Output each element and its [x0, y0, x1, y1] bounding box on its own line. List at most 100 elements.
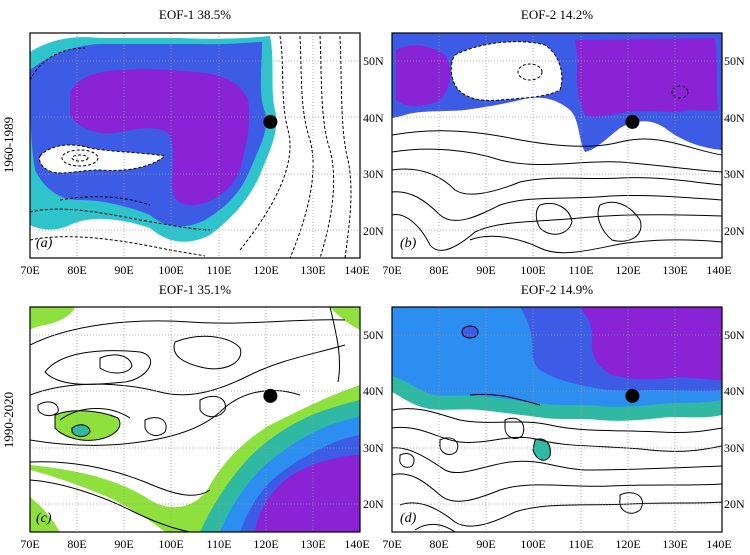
x-tick: 100E [158, 537, 183, 551]
y-tick: 50N [724, 328, 745, 342]
panel-c-green-topright [330, 307, 360, 330]
panel-d-grid [392, 307, 722, 532]
panel-c-green-small [71, 424, 91, 437]
x-tick: 110E [207, 263, 232, 277]
panel-b-x-tick-labels: 70E 80E 90E 100E 110E 120E 130E 140E [382, 263, 731, 277]
x-tick: 110E [207, 537, 232, 551]
panel-d-contours [392, 393, 722, 532]
panel-c-y-tick-labels: 20N 30N 40N 50N [363, 328, 384, 511]
panel-c-green-west [54, 410, 121, 441]
x-tick: 80E [67, 263, 86, 277]
y-tick: 40N [724, 384, 745, 398]
panel-a-contours [30, 35, 352, 258]
station-marker-d [625, 388, 640, 403]
x-tick: 100E [520, 537, 545, 551]
x-tick: 130E [662, 263, 687, 277]
panel-a-y-tick-labels: 20N 30N 40N 50N [363, 54, 384, 238]
panel-d-x-tick-labels: 70E 80E 90E 100E 110E 120E 130E 140E [382, 537, 731, 551]
panel-b-contours [392, 130, 722, 254]
station-marker-b [625, 114, 640, 129]
x-tick: 120E [253, 263, 278, 277]
row-label-1960-1989: 1960-1989 [1, 117, 16, 173]
x-tick: 100E [520, 263, 545, 277]
x-tick: 120E [253, 537, 278, 551]
panel-c-grid [30, 307, 360, 532]
panel-d-purple-region [580, 307, 722, 380]
x-tick: 80E [429, 537, 448, 551]
x-tick: 110E [569, 537, 594, 551]
panel-a-title: EOF-1 38.5% [159, 7, 231, 22]
row-label-1990-2020: 1990-2020 [1, 392, 16, 448]
y-tick: 50N [363, 328, 384, 342]
panel-a: EOF-1 38.5% [20, 7, 384, 277]
x-tick: 90E [476, 263, 495, 277]
x-tick: 90E [114, 263, 133, 277]
y-tick: 50N [724, 54, 745, 68]
panel-a-purple-region [70, 69, 250, 206]
y-tick: 30N [363, 441, 384, 455]
panel-a-map [30, 33, 360, 258]
panel-c-x-tick-labels: 70E 80E 90E 100E 110E 120E 130E 140E [20, 537, 369, 551]
panel-b-frame [391, 32, 723, 259]
x-tick: 140E [706, 537, 731, 551]
panel-b-white-gap [450, 41, 563, 101]
panel-b-title: EOF-2 14.2% [521, 7, 593, 22]
panel-c-purple-core [255, 455, 360, 532]
x-tick: 120E [615, 263, 640, 277]
x-tick: 130E [300, 263, 325, 277]
panel-b-y-tick-labels: 20N 30N 40N 50N [724, 54, 745, 238]
x-tick: 110E [569, 263, 594, 277]
panel-d: EOF-2 14.9% [382, 282, 745, 551]
panel-d-label: (d) [400, 511, 417, 526]
panel-b-grid [392, 33, 722, 258]
panel-a-label: (a) [36, 236, 53, 251]
y-tick: 40N [363, 384, 384, 398]
x-tick: 70E [20, 537, 39, 551]
panel-c-label: (c) [36, 511, 52, 526]
panel-c-contours [30, 307, 346, 532]
y-tick: 20N [363, 224, 384, 238]
x-tick: 70E [20, 263, 39, 277]
panel-b-label: (b) [400, 236, 417, 251]
panel-b: EOF-2 14.2% [382, 7, 745, 277]
panel-a-x-tick-labels: 70E 80E 90E 100E 110E 120E 130E 140E [20, 263, 369, 277]
x-tick: 80E [429, 263, 448, 277]
panel-a-grid [30, 33, 360, 258]
y-tick: 20N [724, 224, 745, 238]
panel-b-purple-region-west [396, 45, 451, 106]
x-tick: 120E [615, 537, 640, 551]
x-tick: 130E [662, 537, 687, 551]
panel-c-map [30, 307, 360, 532]
station-marker-c [263, 388, 278, 403]
panel-b-purple-region-east [575, 38, 718, 117]
panel-c-green-south [30, 497, 60, 532]
y-tick: 40N [363, 111, 384, 125]
station-marker-a [263, 114, 278, 129]
panel-a-white-hole [39, 144, 167, 174]
y-tick: 20N [724, 497, 745, 511]
x-tick: 70E [382, 537, 401, 551]
panel-d-map [392, 307, 722, 532]
panel-c-title: EOF-1 35.1% [159, 282, 231, 297]
x-tick: 140E [344, 537, 369, 551]
x-tick: 140E [344, 263, 369, 277]
y-tick: 50N [363, 54, 384, 68]
panel-d-y-tick-labels: 20N 30N 40N 50N [724, 328, 745, 511]
y-tick: 40N [724, 111, 745, 125]
x-tick: 100E [158, 263, 183, 277]
panel-d-green-spot [532, 438, 551, 461]
panel-c: EOF-1 35.1% [20, 282, 384, 551]
panel-c-frame [29, 306, 361, 533]
y-tick: 20N [363, 497, 384, 511]
x-tick: 70E [382, 263, 401, 277]
y-tick: 30N [363, 167, 384, 181]
y-tick: 30N [724, 441, 745, 455]
panel-d-title: EOF-2 14.9% [521, 282, 593, 297]
x-tick: 140E [706, 263, 731, 277]
panel-b-map [392, 33, 722, 258]
panel-d-frame [391, 306, 723, 533]
y-tick: 30N [724, 167, 745, 181]
x-tick: 80E [67, 537, 86, 551]
panel-a-frame [29, 32, 361, 259]
panel-c-green-topleft [30, 307, 75, 330]
